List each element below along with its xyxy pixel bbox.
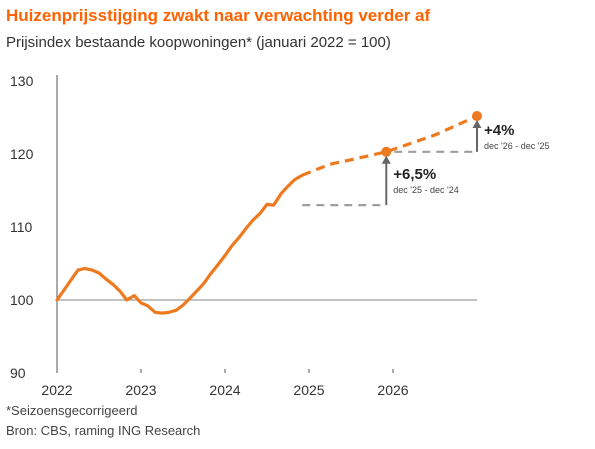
y-tick-label: 90 (10, 365, 26, 381)
guides-layer (302, 150, 477, 207)
series-layer (55, 114, 478, 315)
actual-line (55, 173, 304, 315)
y-tick-label: 100 (10, 292, 34, 308)
forecast-marker (381, 146, 392, 157)
growth-period-label: dec '25 - dec '24 (393, 185, 458, 195)
chart-title: Huizenprijsstijging zwakt naar verwachti… (6, 6, 431, 25)
marker-layer (381, 111, 482, 157)
x-tick-label: 2025 (293, 382, 324, 398)
axes-layer: 90 100 110 120 130 2022 2023 2024 2025 2026 (10, 73, 477, 398)
y-tick-label: 130 (10, 73, 34, 89)
forecast-line (301, 114, 478, 177)
forecast-marker (472, 111, 482, 122)
growth-arrow-head (381, 155, 391, 164)
annotation-layer: +6,5% dec '25 - dec '24 +4% dec '26 - dec '… (381, 120, 549, 206)
x-tick-label: 2026 (377, 382, 408, 398)
y-tick-label: 110 (10, 219, 33, 235)
growth-period-label: dec '26 - dec '25 (484, 141, 549, 151)
footnote: *Seizoensgecorrigeerd (6, 403, 138, 418)
growth-label: +4% (484, 122, 514, 139)
y-tick-label: 120 (10, 146, 34, 162)
growth-arrow-head (472, 120, 482, 129)
chart-subtitle: Prijsindex bestaande koopwoningen* (janu… (6, 34, 391, 51)
x-tick-label: 2022 (41, 382, 72, 398)
growth-label: +6,5% (393, 166, 436, 183)
source-note: Bron: CBS, raming ING Research (6, 423, 201, 438)
x-tick-label: 2024 (209, 382, 240, 398)
x-tick-label: 2023 (125, 382, 156, 398)
